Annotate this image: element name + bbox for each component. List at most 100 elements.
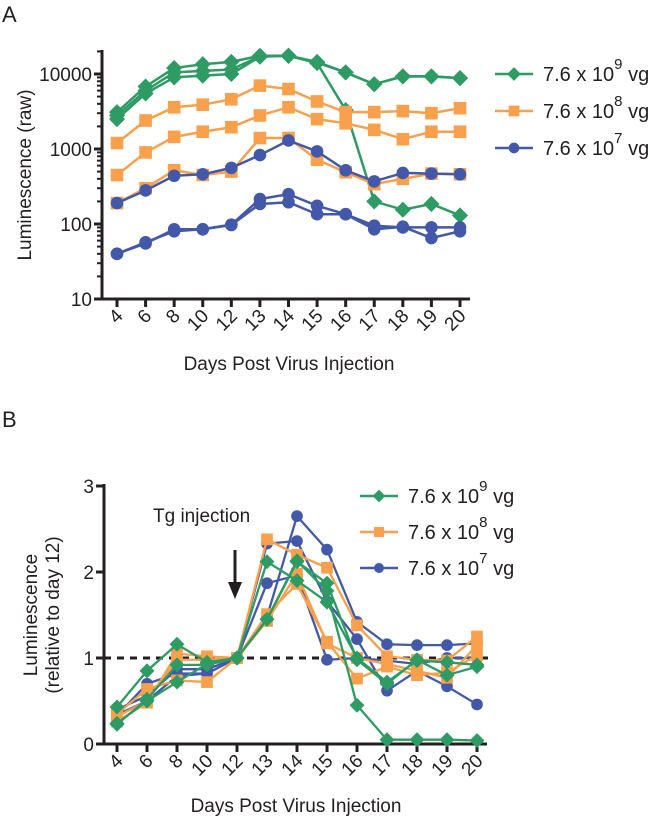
series <box>110 195 467 261</box>
data-point-diamond <box>137 82 154 99</box>
data-point-circle <box>453 224 467 238</box>
data-point-square <box>225 120 238 134</box>
data-point-square <box>471 649 483 662</box>
x-tick-label: 8 <box>165 751 187 773</box>
data-point-square <box>321 637 333 650</box>
data-point-circle <box>367 175 381 188</box>
data-point-circle <box>374 563 384 573</box>
x-tick-label: 14 <box>278 750 308 780</box>
data-point-circle <box>453 167 467 181</box>
legend-unit: vg <box>488 558 515 580</box>
data-point-circle <box>139 236 152 249</box>
data-point-circle <box>253 197 267 211</box>
data-point-circle <box>425 167 438 180</box>
data-point-square <box>253 131 267 145</box>
data-point-circle <box>196 167 210 181</box>
data-point-circle <box>471 698 483 711</box>
x-tick-label: 19 <box>412 306 442 336</box>
data-point-diamond <box>259 611 275 627</box>
data-point-square <box>339 105 352 119</box>
legend-base: 7.6 x 10 <box>408 486 479 508</box>
data-point-circle <box>167 224 181 238</box>
data-point-square <box>196 125 210 139</box>
legend-base: 7.6 x 10 <box>543 101 614 123</box>
data-point-square <box>139 146 152 159</box>
y-tick-label: 10000 <box>39 65 92 86</box>
x-tick-label: 13 <box>241 306 271 336</box>
data-point-diamond <box>366 193 383 210</box>
data-point-square <box>453 101 467 115</box>
legend-label: 7.6 x 107 vg <box>543 130 649 160</box>
x-tick-label: 8 <box>162 306 184 328</box>
x-tick-label: 16 <box>338 751 368 781</box>
data-point-circle <box>291 510 303 522</box>
data-point-diamond <box>349 652 365 668</box>
legend-unit: vg <box>488 486 515 508</box>
data-point-diamond <box>439 654 455 670</box>
data-point-square <box>367 123 381 137</box>
x-tick-label: 19 <box>428 751 458 781</box>
panel-a-x-axis-title: Days Post Virus Injection <box>184 354 395 375</box>
y-tick-label: 2 <box>83 563 94 584</box>
panel-a-y-axis-title: Luminescence (raw) <box>15 89 36 260</box>
x-tick-label: 20 <box>458 751 488 781</box>
data-point-circle <box>381 638 393 651</box>
data-point-square <box>110 136 124 150</box>
panel-a-legend: 7.6 x 109 vg7.6 x 108 vg7.6 x 107 vg <box>495 56 649 160</box>
data-point-diamond <box>439 732 455 748</box>
legend-unit: vg <box>488 522 515 544</box>
data-point-square <box>282 100 295 114</box>
x-tick-label: 16 <box>326 306 356 336</box>
x-tick-label: 17 <box>368 751 398 781</box>
data-point-diamond <box>379 676 395 692</box>
data-point-diamond <box>251 48 268 65</box>
data-point-square <box>253 109 267 122</box>
data-point-diamond <box>169 657 185 673</box>
data-point-diamond <box>108 107 126 124</box>
data-point-circle <box>351 633 363 645</box>
data-point-square <box>396 104 410 118</box>
data-point-circle <box>291 535 303 547</box>
y-tick-label: 1000 <box>50 140 92 161</box>
panel-b-legend: 7.6 x 109 vg7.6 x 108 vg7.6 x 107 vg <box>360 478 514 580</box>
series <box>111 578 483 720</box>
data-point-square <box>225 92 238 106</box>
data-point-diamond <box>319 594 335 610</box>
legend-label: 7.6 x 108 vg <box>408 514 514 544</box>
data-point-circle <box>508 142 520 154</box>
data-point-square <box>351 672 363 685</box>
data-point-square <box>310 95 324 108</box>
x-tick-label: 13 <box>248 751 278 781</box>
y-tick-label: 100 <box>60 215 92 236</box>
x-tick-label: 15 <box>298 306 328 336</box>
tg-injection-arrow-icon <box>228 550 242 599</box>
data-point-circle <box>339 163 352 177</box>
panel-b-y-axis-title: Luminescence <box>21 554 42 677</box>
data-point-diamond <box>366 76 383 93</box>
data-point-diamond <box>319 575 335 591</box>
data-point-square <box>339 117 352 130</box>
series <box>110 100 467 182</box>
legend-entry: 7.6 x 107 vg <box>360 550 514 580</box>
data-point-circle <box>425 231 438 245</box>
data-point-square <box>351 619 363 632</box>
x-tick-label: 6 <box>134 306 156 328</box>
panel-b-label: B <box>2 407 17 432</box>
legend-entry: 7.6 x 107 vg <box>495 130 649 160</box>
data-point-diamond <box>194 62 211 79</box>
y-tick-label: 0 <box>83 735 94 756</box>
series <box>108 47 469 124</box>
data-point-circle <box>441 639 453 651</box>
data-point-circle <box>282 195 295 209</box>
data-point-circle <box>339 207 352 221</box>
legend-exponent: 9 <box>479 478 487 495</box>
y-tick-label: 1 <box>83 649 94 670</box>
y-tick-label: 10 <box>71 290 92 311</box>
data-point-square <box>396 132 410 146</box>
data-point-diamond <box>199 657 215 673</box>
data-point-diamond <box>139 663 155 679</box>
